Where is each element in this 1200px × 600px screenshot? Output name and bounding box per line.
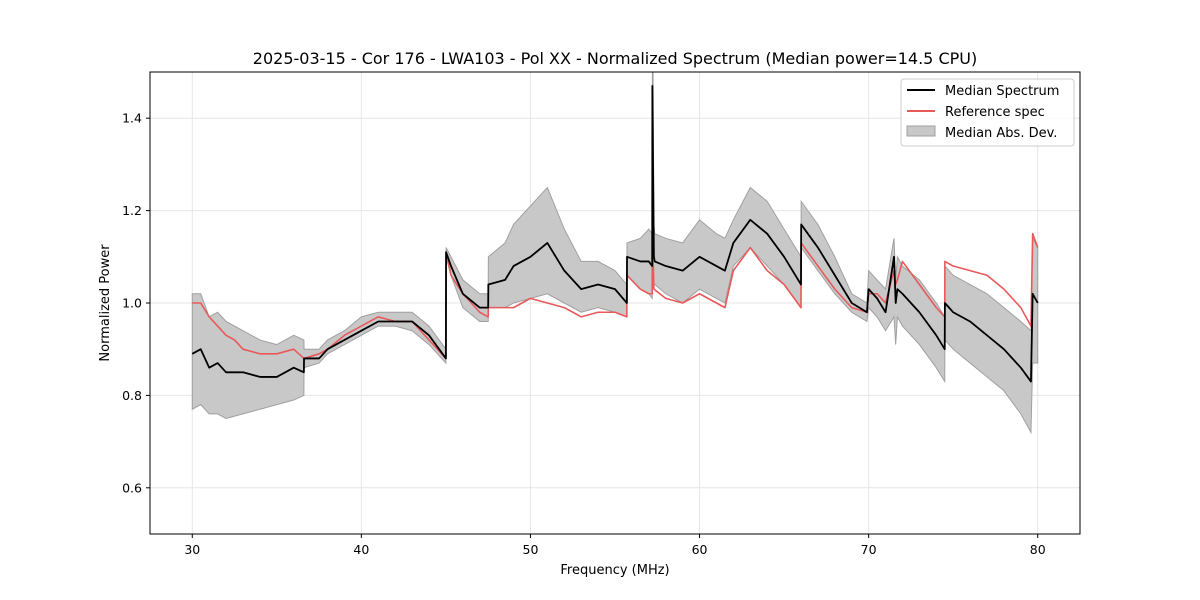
- legend-label-reference: Reference spec: [945, 105, 1045, 120]
- y-tick-label: 0.8: [122, 388, 142, 403]
- reference-spec-line: [192, 200, 1039, 360]
- x-tick-label: 70: [861, 542, 877, 557]
- y-tick-label: 1.2: [122, 203, 142, 218]
- legend-swatch-mad: [906, 125, 936, 137]
- x-tick-label: 30: [184, 542, 200, 557]
- axis-ticks: 30 40 50 60 70 80 0.6 0.8 1.0 1.2 1.4: [122, 111, 1046, 557]
- chart-title: 2025-03-15 - Cor 176 - LWA103 - Pol XX -…: [253, 49, 977, 68]
- x-tick-label: 40: [353, 542, 369, 557]
- median-spectrum-line: [191, 84, 1039, 383]
- legend-label-mad: Median Abs. Dev.: [945, 126, 1057, 141]
- y-tick-label: 0.6: [122, 480, 142, 495]
- legend: Median Spectrum Reference spec Median Ab…: [900, 78, 1075, 147]
- x-tick-label: 50: [523, 542, 539, 557]
- legend-box: [900, 78, 1075, 147]
- median-spectrum-layer: [191, 84, 1039, 383]
- reference-spec-layer: [192, 200, 1039, 360]
- x-axis-label: Frequency (MHz): [560, 563, 669, 578]
- x-tick-label: 80: [1030, 542, 1046, 557]
- legend-label-median: Median Spectrum: [945, 84, 1059, 99]
- x-tick-label: 60: [692, 542, 708, 557]
- y-tick-label: 1.4: [122, 111, 142, 126]
- y-tick-label: 1.0: [122, 296, 142, 311]
- y-axis-label: Normalized Power: [98, 244, 113, 362]
